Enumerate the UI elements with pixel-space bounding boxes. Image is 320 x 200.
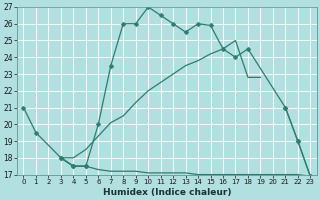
X-axis label: Humidex (Indice chaleur): Humidex (Indice chaleur) (103, 188, 231, 197)
